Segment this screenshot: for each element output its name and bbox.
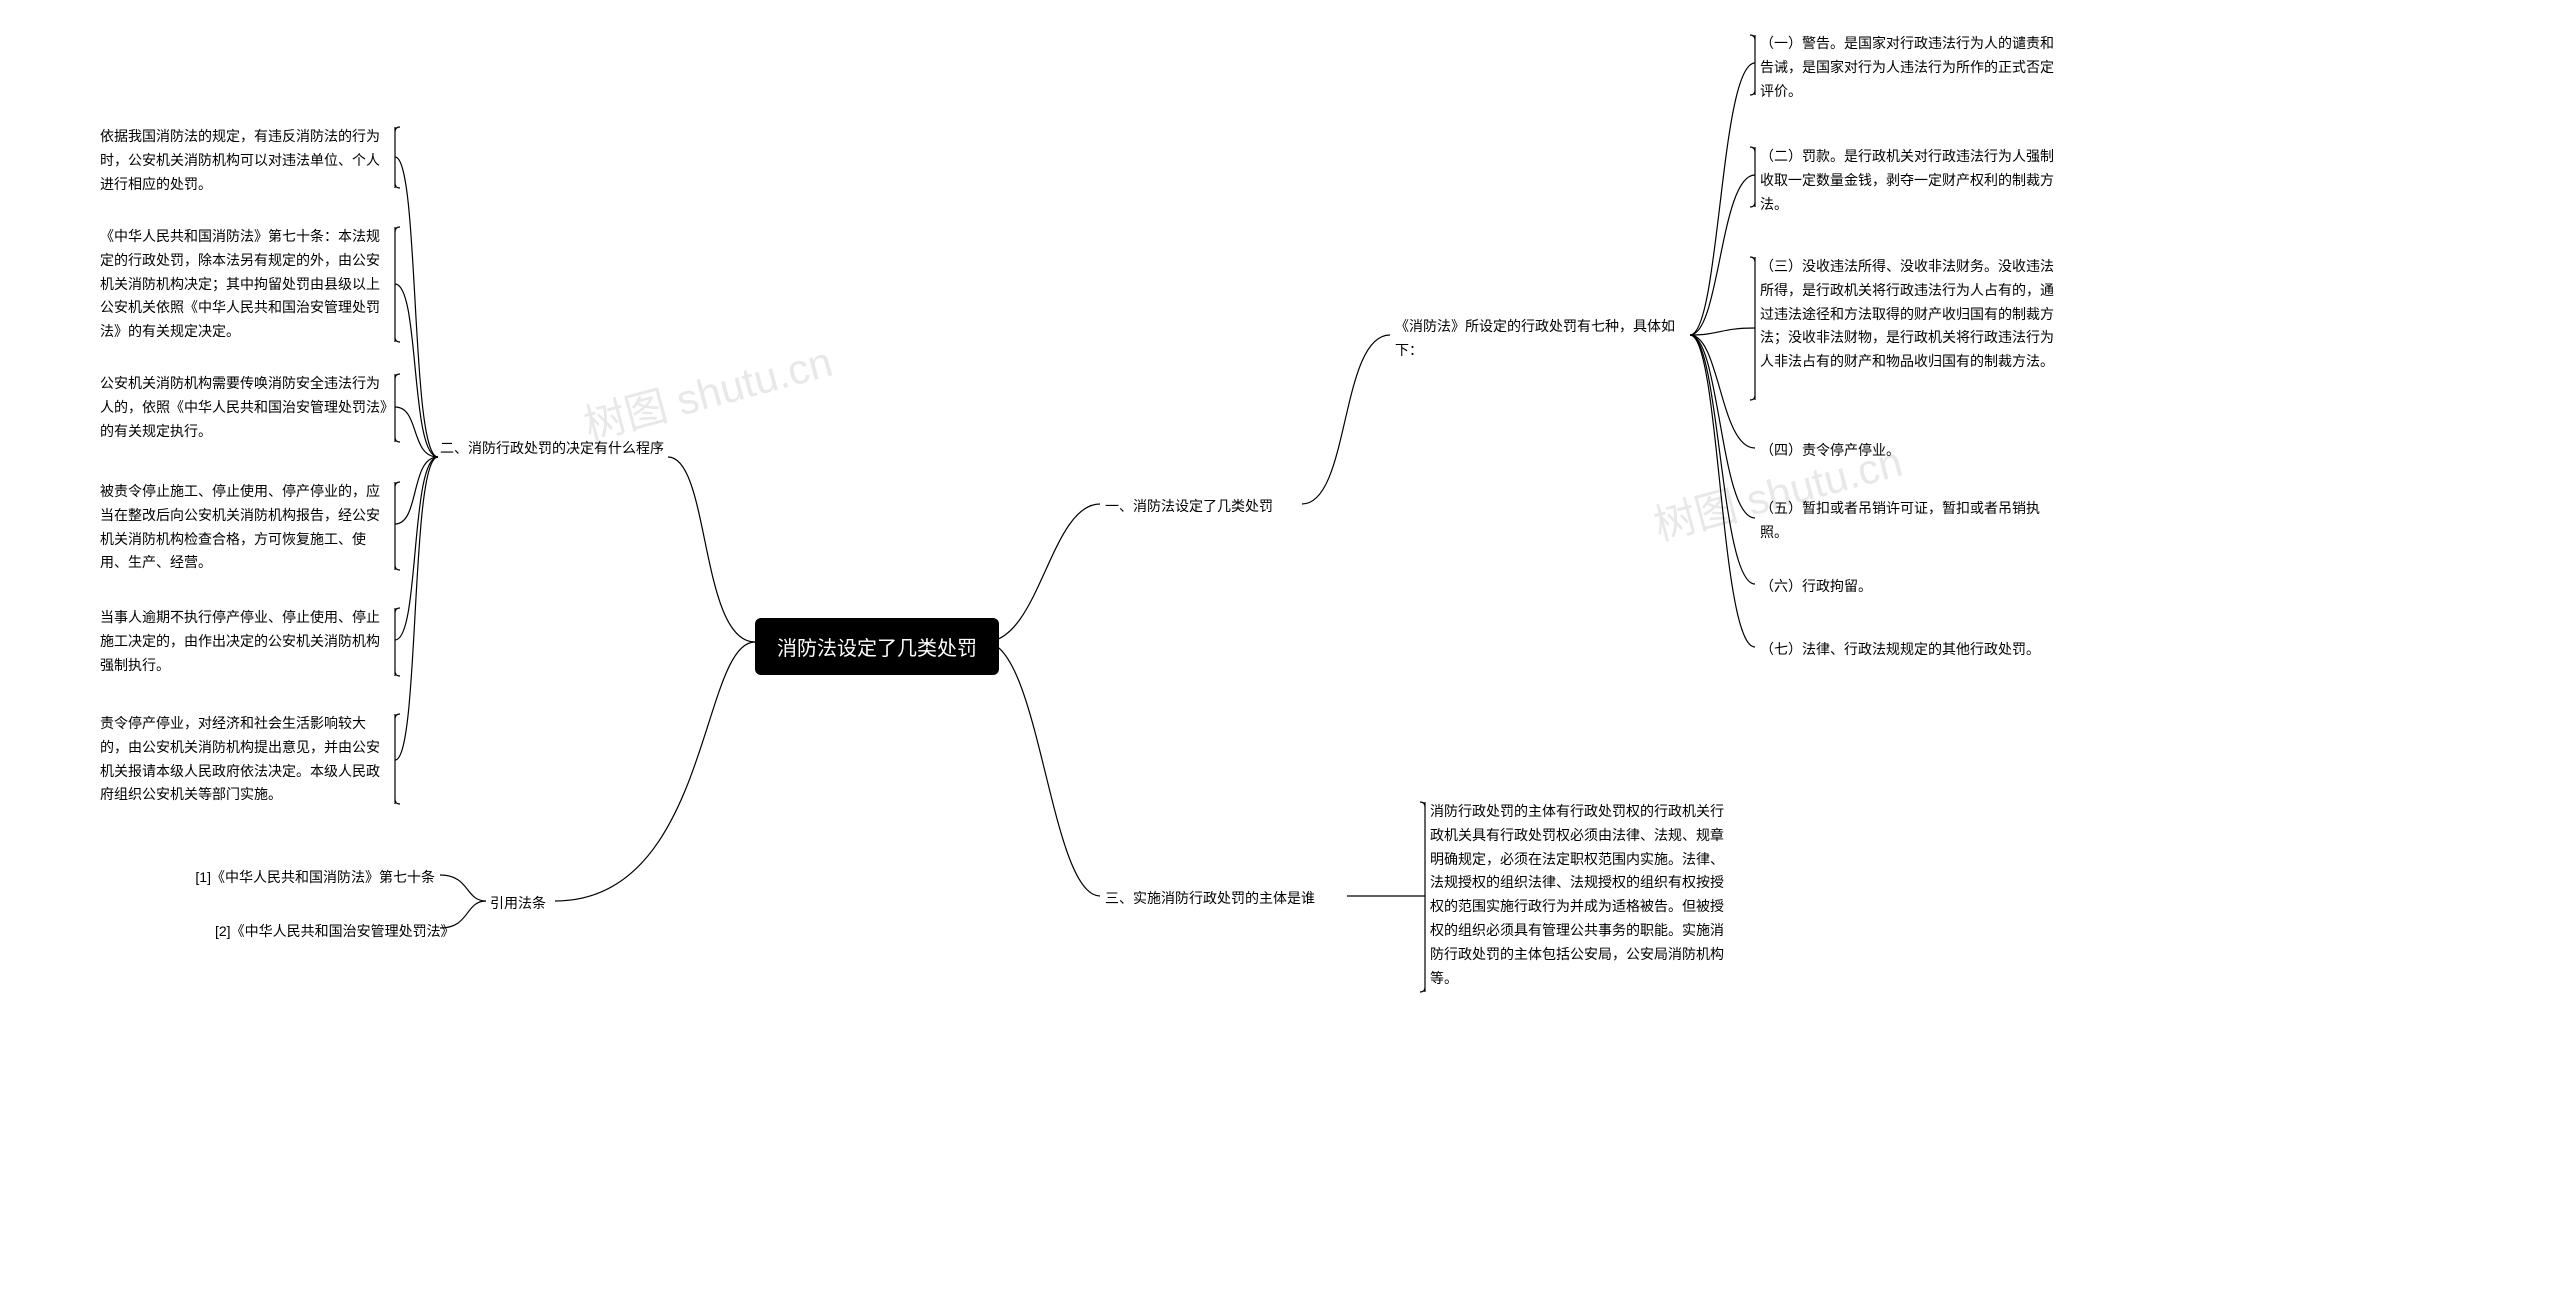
leaf-2-5: 当事人逾期不执行停产停业、停止使用、停止施工决定的，由作出决定的公安机关消防机构… <box>100 606 390 677</box>
leaf-1-2: （二）罚款。是行政机关对行政违法行为人强制收取一定数量金钱，剥夺一定财产权利的制… <box>1760 145 2055 216</box>
leaf-1-1: （一）警告。是国家对行政违法行为人的谴责和告诫，是国家对行为人违法行为所作的正式… <box>1760 32 2055 103</box>
leaf-1-5: （五）暂扣或者吊销许可证，暂扣或者吊销执照。 <box>1760 497 2055 545</box>
branch-3: 三、实施消防行政处罚的主体是谁 <box>1105 887 1315 911</box>
leaf-ref-2: [2]《中华人民共和国治安管理处罚法》 <box>215 920 435 944</box>
leaf-1-6: （六）行政拘留。 <box>1760 575 2055 599</box>
branch-ref: 引用法条 <box>490 892 546 916</box>
leaf-2-3: 公安机关消防机构需要传唤消防安全违法行为人的，依照《中华人民共和国治安管理处罚法… <box>100 372 390 443</box>
leaf-2-1: 依据我国消防法的规定，有违反消防法的行为时，公安机关消防机构可以对违法单位、个人… <box>100 125 390 196</box>
watermark-1: 树图 shutu.cn <box>576 328 838 453</box>
leaf-2-4: 被责令停止施工、停止使用、停产停业的，应当在整改后向公安机关消防机构报告，经公安… <box>100 480 390 575</box>
branch-2: 二、消防行政处罚的决定有什么程序 <box>440 437 670 461</box>
leaf-2-2: 《中华人民共和国消防法》第七十条：本法规定的行政处罚，除本法另有规定的外，由公安… <box>100 225 390 344</box>
leaf-ref-1: [1]《中华人民共和国消防法》第七十条 <box>175 866 435 890</box>
root-node: 消防法设定了几类处罚 <box>755 618 999 675</box>
leaf-1-7: （七）法律、行政法规规定的其他行政处罚。 <box>1760 638 2055 662</box>
branch-1-child: 《消防法》所设定的行政处罚有七种，具体如下： <box>1395 315 1685 363</box>
leaf-2-6: 责令停产停业，对经济和社会生活影响较大的，由公安机关消防机构提出意见，并由公安机… <box>100 712 390 807</box>
branch-1: 一、消防法设定了几类处罚 <box>1105 495 1273 519</box>
leaf-3-1: 消防行政处罚的主体有行政处罚权的行政机关行政机关具有行政处罚权必须由法律、法规、… <box>1430 800 1725 990</box>
leaf-1-3: （三）没收违法所得、没收非法财务。没收违法所得，是行政机关将行政违法行为人占有的… <box>1760 255 2055 374</box>
leaf-1-4: （四）责令停产停业。 <box>1760 439 2055 463</box>
